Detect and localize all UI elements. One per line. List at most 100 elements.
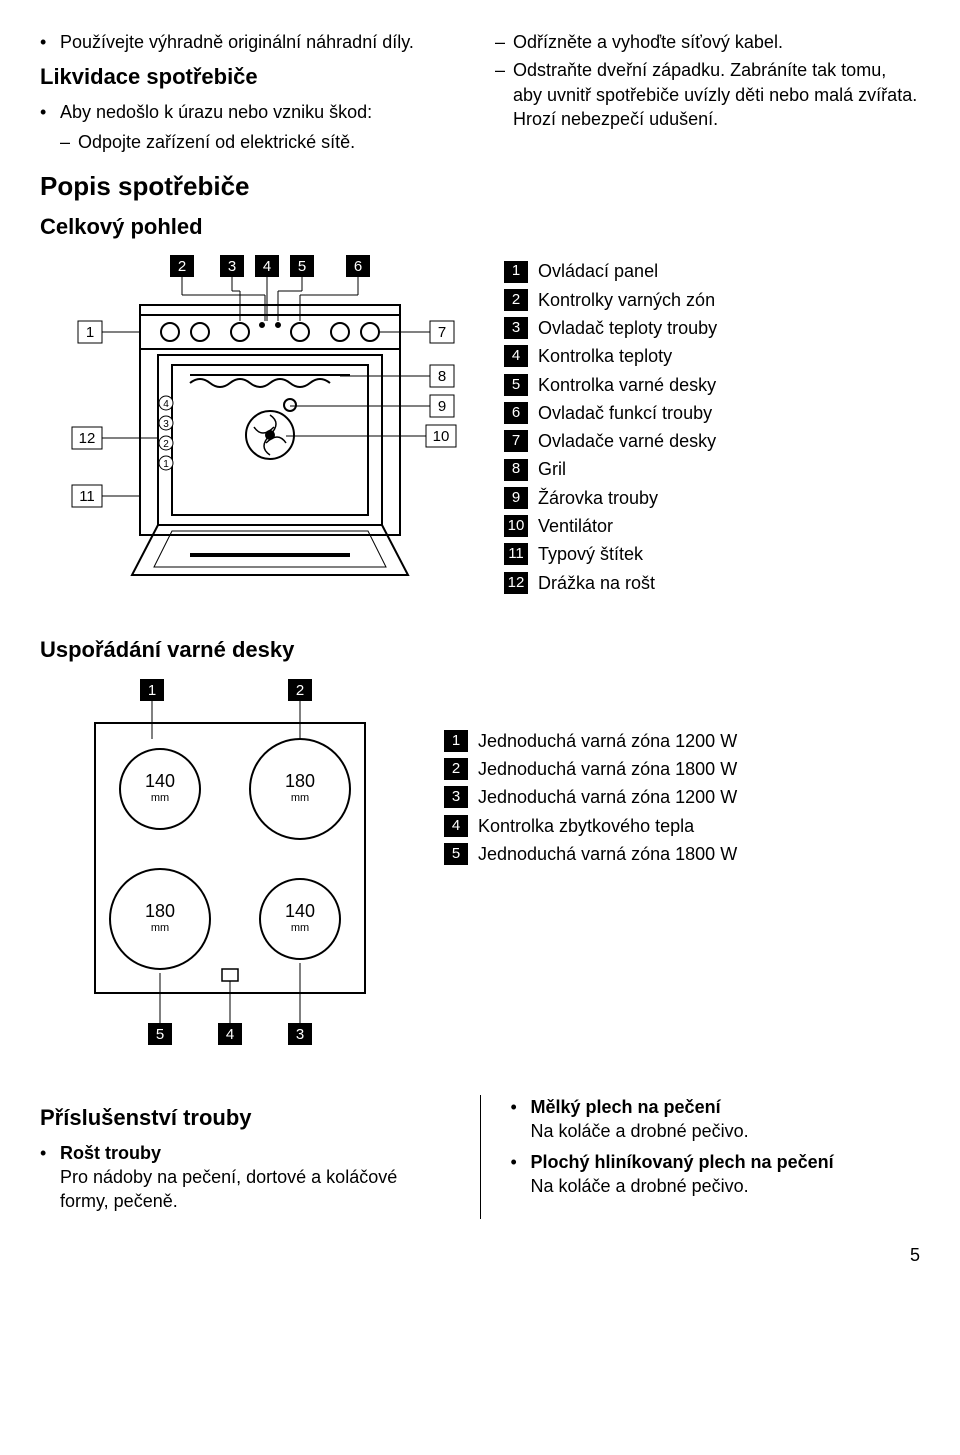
svg-text:10: 10 <box>433 428 450 445</box>
legend-item: 1Jednoduchá varná zóna 1200 W <box>444 729 737 753</box>
bullet-original-parts: • Používejte výhradně originální náhradn… <box>40 30 465 54</box>
bullet-mark: • <box>511 1150 531 1199</box>
legend-item: 5 Jednoduchá varná zóna 1800 W <box>444 842 737 866</box>
bullet-title: Mělký plech na pečení <box>531 1097 721 1117</box>
oven-svg: 2 3 4 5 6 1 12 11 7 8 9 10 <box>40 255 480 585</box>
legend-text: Kontrolka teploty <box>538 344 672 368</box>
svg-text:4: 4 <box>226 1026 234 1043</box>
legend-text: Kontrolka varné desky <box>538 373 716 397</box>
bullet-text: Používejte výhradně originální náhradní … <box>60 30 414 54</box>
legend-text: Jednoduchá varná zóna 1200 W <box>478 729 737 753</box>
bullet-body: Rošt trouby Pro nádoby na pečení, dortov… <box>60 1141 450 1214</box>
bullet-avoid-injury: • Aby nedošlo k úrazu nebo vzniku škod: <box>40 100 465 124</box>
top-columns: • Používejte výhradně originální náhradn… <box>40 30 920 159</box>
bullet-text: Na koláče a drobné pečivo. <box>531 1121 749 1141</box>
legend-num: 8 <box>504 459 528 481</box>
svg-text:6: 6 <box>354 258 362 275</box>
legend-text: Ovladač teploty trouby <box>538 316 717 340</box>
legend-text: Jednoduchá varná zóna 1800 W <box>478 842 737 866</box>
legend-item: 11Typový štítek <box>504 542 717 566</box>
svg-text:3: 3 <box>296 1026 304 1043</box>
svg-text:4: 4 <box>163 399 169 410</box>
legend-num: 10 <box>504 515 528 537</box>
legend-num: 5 <box>444 843 468 865</box>
svg-text:4: 4 <box>263 258 271 275</box>
legend-item: 2 Kontrolky varných zón <box>504 288 717 312</box>
svg-text:12: 12 <box>79 430 96 447</box>
bullet-text: Na koláče a drobné pečivo. <box>531 1176 749 1196</box>
hob-row: 1 2 140mm 180mm 180mm 140mm <box>40 679 920 1065</box>
legend-item: 4Kontrolka teploty <box>504 344 717 368</box>
legend-text: Drážka na rošt <box>538 571 655 595</box>
dash-cut-cable: – Odřízněte a vyhoďte síťový kabel. <box>495 30 920 54</box>
bullet-text: Pro nádoby na pečení, dortové a koláčové… <box>60 1167 397 1211</box>
bullet-mark: • <box>40 100 60 124</box>
svg-text:7: 7 <box>438 324 446 341</box>
dash-text: Odřízněte a vyhoďte síťový kabel. <box>513 30 783 54</box>
legend-item: 1 Ovládací panel <box>504 259 717 283</box>
legend-item: 12 Drážka na rošt <box>504 571 717 595</box>
svg-text:140: 140 <box>145 771 175 791</box>
svg-text:mm: mm <box>291 792 309 804</box>
legend-num: 12 <box>504 572 528 594</box>
svg-text:5: 5 <box>156 1026 164 1043</box>
legend-num: 5 <box>504 374 528 396</box>
svg-text:1: 1 <box>163 459 169 470</box>
dash-text: Odpojte zařízení od elektrické sítě. <box>78 130 355 154</box>
legend-item: 10Ventilátor <box>504 514 717 538</box>
bullet-body: Mělký plech na pečení Na koláče a drobné… <box>531 1095 749 1144</box>
svg-text:1: 1 <box>86 324 94 341</box>
legend-item: 7Ovladače varné desky <box>504 429 717 453</box>
dash-disconnect: – Odpojte zařízení od elektrické sítě. <box>60 130 465 154</box>
heading-disposal: Likvidace spotřebiče <box>40 62 465 92</box>
bullet-title: Plochý hliníkovaný plech na pečení <box>531 1152 834 1172</box>
svg-text:8: 8 <box>438 368 446 385</box>
legend-num: 3 <box>504 317 528 339</box>
svg-text:2: 2 <box>163 439 169 450</box>
legend-text: Ovladač funkcí trouby <box>538 401 712 425</box>
legend-num: 1 <box>504 261 528 283</box>
dash-mark: – <box>495 30 513 54</box>
top-right-col: – Odřízněte a vyhoďte síťový kabel. – Od… <box>495 30 920 159</box>
dash-mark: – <box>495 58 513 131</box>
svg-text:mm: mm <box>151 792 169 804</box>
accessories-heading: Příslušenství trouby <box>40 1103 450 1133</box>
bullet-mark: • <box>511 1095 531 1144</box>
bullet-title: Rošt trouby <box>60 1143 161 1163</box>
svg-text:9: 9 <box>438 398 446 415</box>
legend-text: Kontrolka zbytkového tepla <box>478 814 694 838</box>
legend-item: 4Kontrolka zbytkového tepla <box>444 814 737 838</box>
dash-mark: – <box>60 130 78 154</box>
legend-num: 2 <box>504 289 528 311</box>
svg-text:2: 2 <box>178 258 186 275</box>
svg-text:11: 11 <box>79 488 95 505</box>
legend-text: Ovládací panel <box>538 259 658 283</box>
overview-row: 2 3 4 5 6 1 12 11 7 8 9 10 <box>40 255 920 599</box>
svg-text:3: 3 <box>163 419 169 430</box>
legend-num: 11 <box>504 543 528 565</box>
legend-text: Kontrolky varných zón <box>538 288 715 312</box>
hob-svg: 1 2 140mm 180mm 180mm 140mm <box>40 679 420 1059</box>
svg-text:mm: mm <box>151 922 169 934</box>
page-number: 5 <box>40 1243 920 1267</box>
bullet-rost: • Rošt trouby Pro nádoby na pečení, dort… <box>40 1141 450 1214</box>
hob-legend: 1Jednoduchá varná zóna 1200 W 2Jednoduch… <box>444 729 737 870</box>
bullet-text: Aby nedošlo k úrazu nebo vzniku škod: <box>60 100 372 124</box>
svg-text:1: 1 <box>148 682 156 699</box>
legend-item: 9Žárovka trouby <box>504 486 717 510</box>
bullet-plochy: • Plochý hliníkovaný plech na pečení Na … <box>511 1150 921 1199</box>
legend-item: 8 Gril <box>504 457 717 481</box>
legend-text: Jednoduchá varná zóna 1200 W <box>478 785 737 809</box>
svg-text:3: 3 <box>228 258 236 275</box>
dash-remove-latch: – Odstraňte dveřní západku. Zabráníte ta… <box>495 58 920 131</box>
legend-text: Gril <box>538 457 566 481</box>
accessories-row: Příslušenství trouby • Rošt trouby Pro n… <box>40 1095 920 1220</box>
legend-item: 3 Ovladač teploty trouby <box>504 316 717 340</box>
bullet-mark: • <box>40 30 60 54</box>
legend-text: Jednoduchá varná zóna 1800 W <box>478 757 737 781</box>
bullet-melky: • Mělký plech na pečení Na koláče a drob… <box>511 1095 921 1144</box>
legend-num: 3 <box>444 786 468 808</box>
accessories-right: • Mělký plech na pečení Na koláče a drob… <box>511 1095 921 1220</box>
dash-text: Odstraňte dveřní západku. Zabráníte tak … <box>513 58 920 131</box>
top-left-col: • Používejte výhradně originální náhradn… <box>40 30 465 159</box>
